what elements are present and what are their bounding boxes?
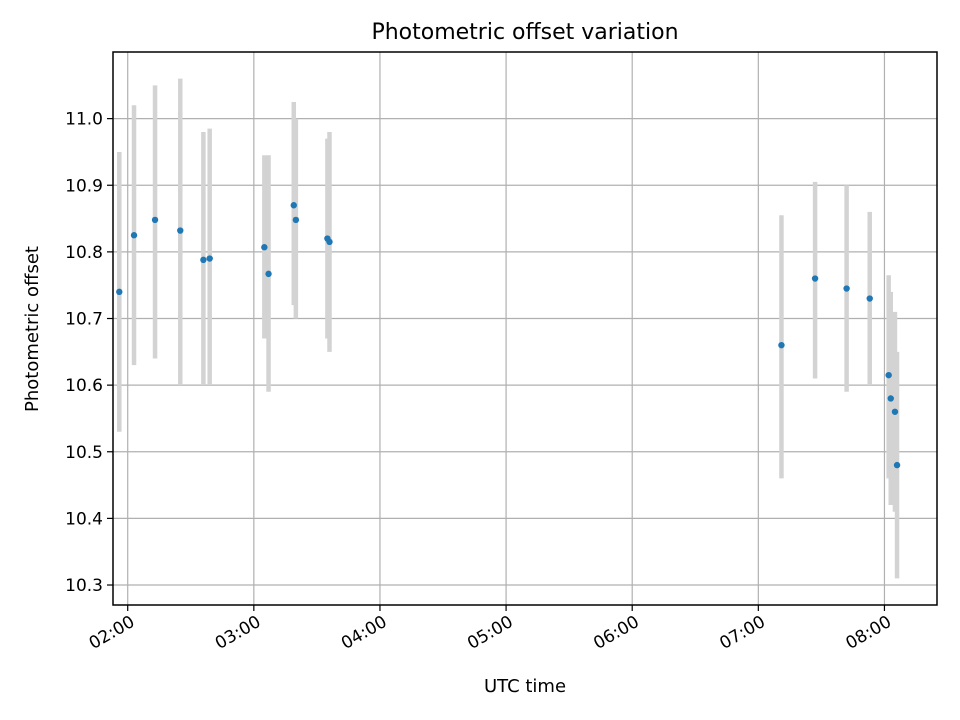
data-point [116,288,123,296]
data-point [261,244,268,251]
data-point [292,216,300,224]
data-point [177,227,184,234]
y-tick-label: 10.8 [65,243,103,263]
data-point [887,395,894,402]
data-point [206,255,213,262]
y-tick-label: 10.5 [65,443,103,463]
y-axis-ticks: 10.3 10.4 10.5 10.6 10.7 10.8 10.9 11.0 [65,110,113,596]
error-bars [117,78,900,579]
y-axis-label: Photometric offset [22,246,43,412]
data-point [265,270,272,278]
chart-title: Photometric offset variation [371,20,678,45]
y-tick-label: 10.6 [65,376,103,396]
data-point [843,285,850,292]
data-point [151,216,159,224]
x-tick-label: 03:00 [212,612,264,654]
data-point [866,295,873,302]
data-point [811,275,819,282]
data-point [326,238,333,246]
data-points [116,202,901,469]
data-point [200,256,207,264]
y-tick-label: 10.4 [65,509,103,529]
x-axis-label: UTC time [484,676,566,697]
x-tick-label: 07:00 [716,612,768,654]
x-tick-label: 08:00 [843,612,895,654]
data-point [290,202,297,209]
y-tick-label: 10.9 [65,176,103,196]
x-axis-ticks: 02:00 03:00 04:00 05:00 06:00 07:00 08:00 [86,605,895,654]
data-point [885,371,892,379]
data-point [891,408,899,415]
y-tick-label: 10.3 [65,576,103,596]
plot-frame [112,51,938,606]
y-tick-label: 10.7 [65,310,103,330]
data-point [130,232,138,239]
data-point [893,461,901,469]
x-tick-label: 06:00 [590,612,642,654]
data-point [778,341,785,349]
x-tick-label: 05:00 [464,612,516,654]
x-tick-label: 02:00 [86,612,138,654]
grid [113,52,937,605]
y-tick-label: 11.0 [65,110,103,130]
x-tick-label: 04:00 [338,612,390,654]
